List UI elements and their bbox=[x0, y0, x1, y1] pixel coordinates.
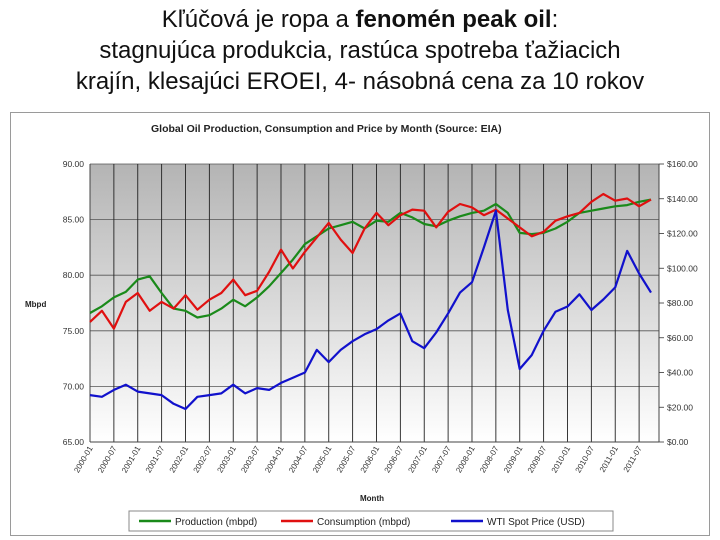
x-tick-label: 2007-07 bbox=[430, 444, 453, 474]
x-tick-label: 2010-01 bbox=[550, 444, 573, 474]
series-line-2 bbox=[89, 192, 652, 330]
x-tick-label: 2006-07 bbox=[383, 444, 406, 474]
x-tick-label: 2011-01 bbox=[598, 444, 620, 474]
y2-tick-label: $40.00 bbox=[667, 368, 693, 378]
x-tick-label: 2008-07 bbox=[478, 444, 501, 474]
x-tick-label: 2006-01 bbox=[359, 444, 382, 474]
x-tick-label: 2003-01 bbox=[216, 444, 239, 474]
x-tick-label: 2009-01 bbox=[502, 444, 525, 474]
series-line-3 bbox=[89, 209, 652, 411]
x-tick-label: 2004-01 bbox=[263, 444, 286, 474]
x-tick-label: 2010-07 bbox=[574, 444, 597, 474]
x-tick-label: 2007-01 bbox=[406, 444, 429, 474]
legend-label-2: Consumption (mbpd) bbox=[317, 517, 410, 528]
x-axis-label: Month bbox=[360, 494, 384, 503]
oil-chart: Global Oil Production, Consumption and P… bbox=[25, 123, 698, 532]
legend-label-3: WTI Spot Price (USD) bbox=[487, 517, 585, 528]
x-tick-label: 2008-01 bbox=[454, 444, 477, 474]
title-highlight: fenomén peak oil bbox=[355, 6, 552, 33]
y-tick-label: 65.00 bbox=[63, 437, 85, 447]
y-tick-label: 85.00 bbox=[63, 215, 85, 225]
x-tick-label: 2003-07 bbox=[239, 444, 262, 474]
title-line-3: krajín, klesajúci EROEI, 4- násobná cena… bbox=[75, 68, 645, 95]
y-tick-label: 90.00 bbox=[63, 159, 85, 169]
title-colon: : bbox=[551, 6, 559, 33]
y-axis-label: Mbpd bbox=[25, 300, 46, 309]
slide-title: Kľúčová je ropa a fenomén peak oil: stag… bbox=[0, 4, 720, 97]
series-line-1 bbox=[89, 198, 652, 319]
y-tick-label: 80.00 bbox=[63, 270, 85, 280]
legend-box bbox=[128, 510, 614, 532]
x-tick-label: 2002-07 bbox=[192, 444, 215, 474]
x-tick-label: 2011-07 bbox=[622, 444, 644, 474]
x-tick-label: 2001-01 bbox=[120, 444, 143, 474]
x-tick-label: 2004-07 bbox=[287, 444, 310, 474]
plot-area bbox=[90, 164, 659, 442]
y2-tick-label: $60.00 bbox=[667, 333, 693, 343]
y2-tick-label: $20.00 bbox=[667, 402, 693, 412]
x-tick-label: 2001-07 bbox=[144, 444, 167, 474]
title-line-1: Kľúčová je ropa a fenomén peak oil: bbox=[0, 4, 720, 35]
title-line-2: stagnujúca produkcia, rastúca spotreba ť… bbox=[99, 37, 621, 64]
x-tick-label: 2005-01 bbox=[311, 444, 334, 474]
y-tick-label: 75.00 bbox=[63, 326, 85, 336]
y2-tick-label: $140.00 bbox=[667, 194, 698, 204]
x-tick-label: 2000-01 bbox=[72, 444, 95, 474]
y2-tick-label: $80.00 bbox=[667, 298, 693, 308]
y2-tick-label: $120.00 bbox=[667, 229, 698, 239]
title-line-1-text: Kľúčová je ropa a bbox=[161, 6, 356, 33]
y2-tick-label: $160.00 bbox=[667, 159, 698, 169]
y2-tick-label: $0.00 bbox=[667, 437, 689, 447]
chart-frame: Global Oil Production, Consumption and P… bbox=[10, 112, 710, 536]
chart-title: Global Oil Production, Consumption and P… bbox=[151, 123, 502, 135]
x-tick-label: 2000-07 bbox=[96, 444, 119, 474]
legend-label-1: Production (mbpd) bbox=[175, 517, 257, 528]
y-tick-label: 70.00 bbox=[63, 381, 85, 391]
y2-tick-label: $100.00 bbox=[667, 263, 698, 273]
x-tick-label: 2002-01 bbox=[168, 444, 191, 474]
x-tick-label: 2009-07 bbox=[526, 444, 549, 474]
x-tick-label: 2005-07 bbox=[335, 444, 358, 474]
